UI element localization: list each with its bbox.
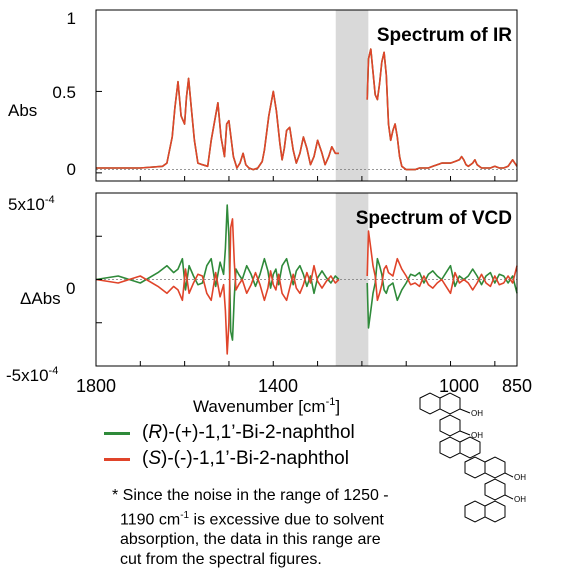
- ir-series-s-segment-2: [366, 48, 518, 171]
- legend-label-r: (R)-(+)-1,1’-Bi-2-naphthol: [142, 422, 355, 443]
- vcd-series-r-segment-1: [95, 204, 340, 341]
- legend-item-s: (S)-(-)-1,1’-Bi-2-naphthol: [104, 446, 355, 472]
- vcd-ytick-0: 0: [66, 279, 75, 298]
- footnote: * Since the noise in the range of 1250 -…: [112, 486, 432, 570]
- xtick-1000: 1000: [439, 376, 479, 396]
- xtick-1400: 1400: [258, 376, 298, 396]
- vcd-ytick-top: 5x10-4: [8, 194, 55, 214]
- ir-title: Spectrum of IR: [377, 25, 512, 46]
- legend-swatch-s: [104, 457, 130, 461]
- legend-label-s: (S)-(-)-1,1’-Bi-2-naphthol: [142, 448, 349, 469]
- footnote-line-3: absorption, the data in this range are: [120, 531, 381, 549]
- xtick-850: 850: [502, 376, 532, 396]
- legend-swatch-r: [104, 431, 130, 435]
- ir-series-s-segment-1: [96, 77, 339, 171]
- vcd-series-r-segment-2: [366, 257, 518, 329]
- ir-ytick-0.5: 0.5: [52, 83, 76, 102]
- s-oh-label-1: OH: [514, 473, 526, 482]
- vcd-series-s-segment-2: [366, 230, 518, 302]
- legend: (R)-(+)-1,1’-Bi-2-naphthol (S)-(-)-1,1’-…: [104, 420, 355, 472]
- ir-series-r-segment-2: [366, 48, 518, 171]
- r-oh-label-1: OH: [471, 409, 483, 418]
- ir-ytick-0: 0: [67, 160, 76, 179]
- vcd-ylabel: ΔAbs: [20, 289, 61, 308]
- ir-frame: [95, 9, 518, 182]
- r-binol-structure: [419, 392, 481, 459]
- ir-ytick-1: 1: [67, 9, 76, 28]
- xtick-1800: 1800: [76, 376, 116, 396]
- ir-ticks: [95, 9, 496, 181]
- r-oh-label-2: OH: [471, 431, 483, 440]
- ir-cut-region: [335, 10, 369, 181]
- ir-series-lines: [96, 48, 518, 171]
- s-oh-label-2: OH: [514, 495, 526, 504]
- vcd-ytick-bottom: -5x10-4: [6, 365, 58, 385]
- legend-item-r: (R)-(+)-1,1’-Bi-2-naphthol: [104, 420, 355, 446]
- ir-ylabel: Abs: [8, 101, 37, 120]
- vcd-series-s-segment-1: [95, 218, 340, 355]
- footnote-line-1: * Since the noise in the range of 1250 -: [112, 487, 389, 504]
- footnote-line-2: 1190 cm-1 is excessive due to solvent: [120, 510, 384, 529]
- s-binol-structure: [464, 456, 514, 523]
- ir-panel: 1 0.5 0 Abs Spectrum of IR: [8, 9, 518, 182]
- vcd-series-lines: [95, 204, 518, 355]
- vcd-panel: 5x10-4 0 -5x10-4 ΔAbs Spectrum of VCD: [6, 192, 518, 385]
- vcd-ticks: [95, 192, 496, 367]
- ir-series-r-segment-1: [96, 77, 339, 171]
- footnote-line-4: cut from the spectral figures.: [120, 551, 322, 569]
- x-axis-label: Wavenumber [cm-1]: [193, 396, 340, 416]
- vcd-title: Spectrum of VCD: [356, 208, 512, 229]
